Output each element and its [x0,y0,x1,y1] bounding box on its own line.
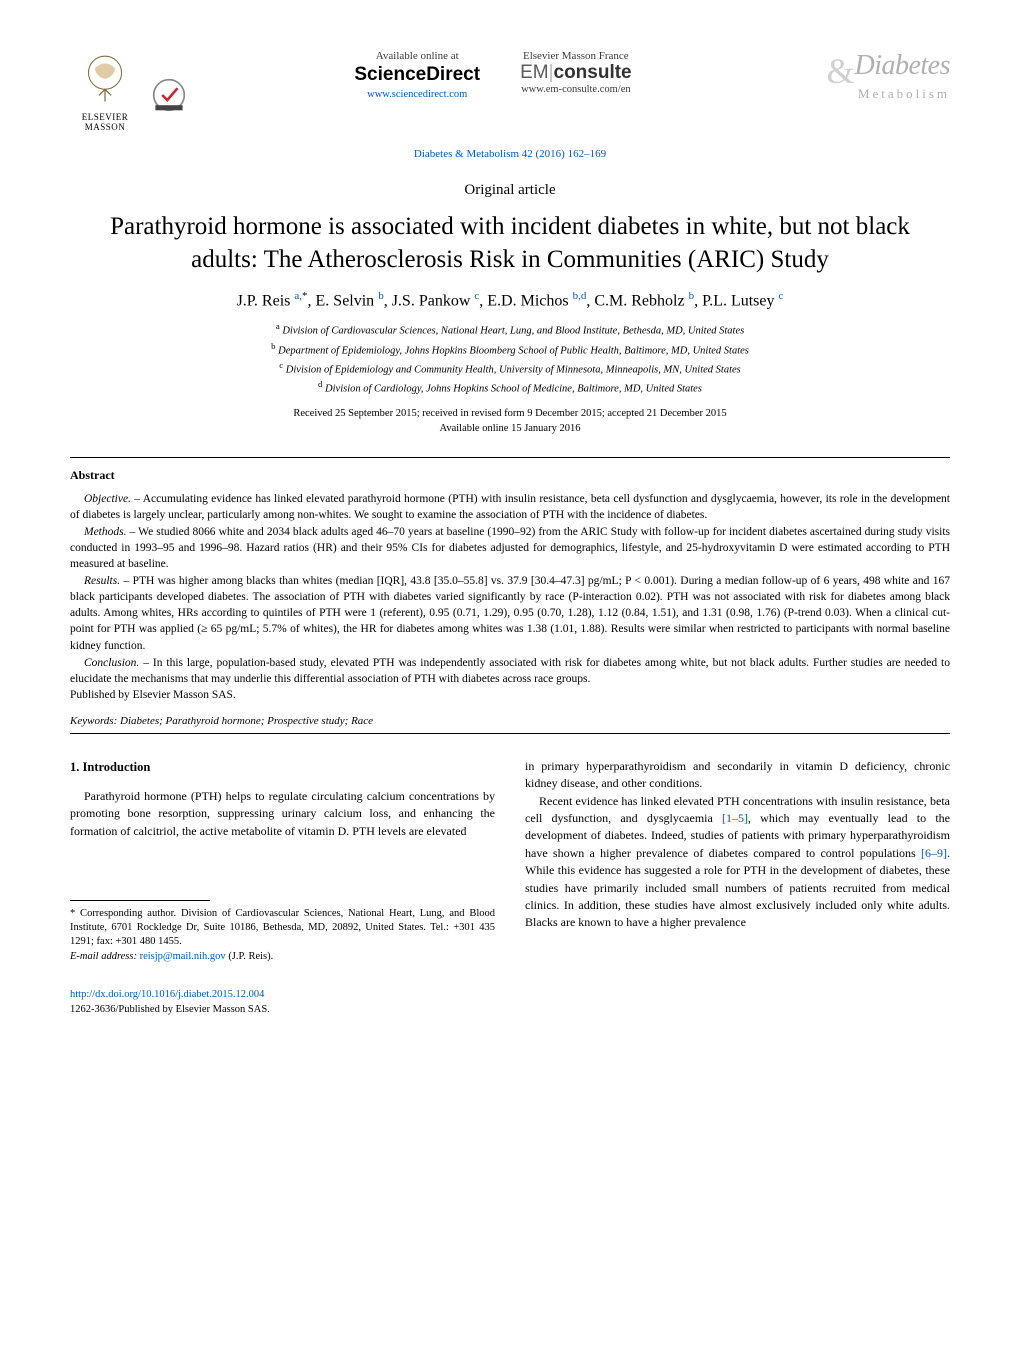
rule-below-abstract [70,733,950,734]
author-name: , E.D. Michos [479,292,572,309]
affiliations: a Division of Cardiovascular Sciences, N… [70,320,950,397]
affiliation-line: c Division of Epidemiology and Community… [70,359,950,378]
author-name: , P.L. Lutsey [694,292,778,309]
author-name: , C.M. Rebholz [586,292,688,309]
copyright-line: 1262-3636/Published by Elsevier Masson S… [70,1004,270,1015]
abstract-results: Results. – PTH was higher among blacks t… [70,573,950,653]
sciencedirect-name: ScienceDirect [354,64,480,86]
abstract-methods: Methods. – We studied 8066 white and 203… [70,524,950,572]
keywords-line: Keywords: Diabetes; Parathyroid hormone;… [70,715,950,727]
footnote-rule [70,900,210,901]
abstract-objective: Objective. – Accumulating evidence has l… [70,491,950,523]
right-column: in primary hyperparathyroidism and secon… [525,758,950,964]
affil-text: Division of Epidemiology and Community H… [283,364,741,375]
elsevier-tree-icon [74,50,136,112]
affiliation-line: d Division of Cardiology, Johns Hopkins … [70,378,950,397]
email-suffix: (J.P. Reis). [226,951,274,962]
author-affil-sup: b,d [573,290,587,302]
journal-name-main: Diabetes [854,50,950,81]
left-column: 1. Introduction Parathyroid hormone (PTH… [70,758,495,964]
corr-label: * Corresponding author. [70,908,181,919]
author-affil-sup: a, [294,290,302,302]
results-label: Results. – [84,575,129,587]
abstract-heading: Abstract [70,468,950,483]
citation-line[interactable]: Diabetes & Metabolism 42 (2016) 162–169 [70,148,950,160]
author-affil-sup: c [779,290,784,302]
corresponding-footnote: * Corresponding author. Division of Card… [70,907,495,950]
intro-p1-continued: in primary hyperparathyroidism and secon… [525,758,950,793]
crossmark-icon[interactable] [152,78,186,112]
journal-logo: &Diabetes Metabolism [800,50,950,102]
em-top-text: Elsevier Masson France [520,50,632,62]
email-footnote: E-mail address: reisjp@mail.nih.gov (J.P… [70,950,495,964]
abstract-body: Objective. – Accumulating evidence has l… [70,491,950,701]
keywords-text: Diabetes; Parathyroid hormone; Prospecti… [117,715,373,727]
em-logo-light: EM [520,62,549,83]
elsevier-label: ELSEVIER MASSON [70,112,140,132]
page-header: ELSEVIER MASSON Available online at Scie… [70,50,950,140]
abstract-conclusion: Conclusion. – In this large, population-… [70,655,950,687]
em-logo-dark: consulte [554,62,632,83]
article-type: Original article [70,182,950,199]
emconsulte-link[interactable]: www.em-consulte.com/en [520,84,632,95]
published-by: Published by Elsevier Masson SAS. [70,689,950,701]
sd-available-text: Available online at [354,50,480,62]
doi-link[interactable]: http://dx.doi.org/10.1016/j.diabet.2015.… [70,989,264,1000]
page-footer: http://dx.doi.org/10.1016/j.diabet.2015.… [70,988,950,1017]
ref-link-1-5[interactable]: [1–5] [722,811,748,825]
article-dates: Received 25 September 2015; received in … [70,407,950,436]
keywords-label: Keywords: [70,715,117,727]
emconsulte-block: Elsevier Masson France EM|consulte www.e… [520,50,632,102]
methods-label: Methods. – [84,526,135,538]
email-label: E-mail address: [70,951,140,962]
author-list: J.P. Reis a,*, E. Selvin b, J.S. Pankow … [70,290,950,310]
methods-text: We studied 8066 white and 2034 black adu… [70,526,950,570]
ref-link-6-9[interactable]: [6–9] [921,846,947,860]
introduction-section: 1. Introduction Parathyroid hormone (PTH… [70,758,950,964]
author-name: J.P. Reis [237,292,295,309]
affil-text: Department of Epidemiology, Johns Hopkin… [275,345,748,356]
author-name: , E. Selvin [308,292,379,309]
dates-received: Received 25 September 2015; received in … [70,407,950,422]
emconsulte-logo: EM|consulte [520,62,632,84]
objective-label: Objective. – [84,493,140,505]
intro-p2: Recent evidence has linked elevated PTH … [525,793,950,932]
sciencedirect-link[interactable]: www.sciencedirect.com [367,89,467,100]
conclusion-label: Conclusion. – [84,657,149,669]
email-link[interactable]: reisjp@mail.nih.gov [140,951,226,962]
journal-ampersand: & [826,51,854,91]
conclusion-text: In this large, population-based study, e… [70,657,950,685]
results-text: PTH was higher among blacks than whites … [70,575,950,651]
publisher-logos: ELSEVIER MASSON [70,50,186,140]
objective-text: Accumulating evidence has linked elevate… [70,493,950,521]
elsevier-masson-logo: ELSEVIER MASSON [70,50,140,140]
two-column-body: 1. Introduction Parathyroid hormone (PTH… [70,758,950,964]
affiliation-line: b Department of Epidemiology, Johns Hopk… [70,340,950,359]
sciencedirect-block: Available online at ScienceDirect www.sc… [354,50,480,102]
affil-text: Division of Cardiology, Johns Hopkins Sc… [322,384,702,395]
affil-text: Division of Cardiovascular Sciences, Nat… [280,326,744,337]
intro-heading: 1. Introduction [70,758,495,776]
intro-p1: Parathyroid hormone (PTH) helps to regul… [70,788,495,840]
online-sources: Available online at ScienceDirect www.sc… [206,50,780,102]
rule-above-abstract [70,457,950,458]
article-title: Parathyroid hormone is associated with i… [70,211,950,276]
dates-online: Available online 15 January 2016 [70,422,950,437]
author-name: , J.S. Pankow [384,292,475,309]
affiliation-line: a Division of Cardiovascular Sciences, N… [70,320,950,339]
